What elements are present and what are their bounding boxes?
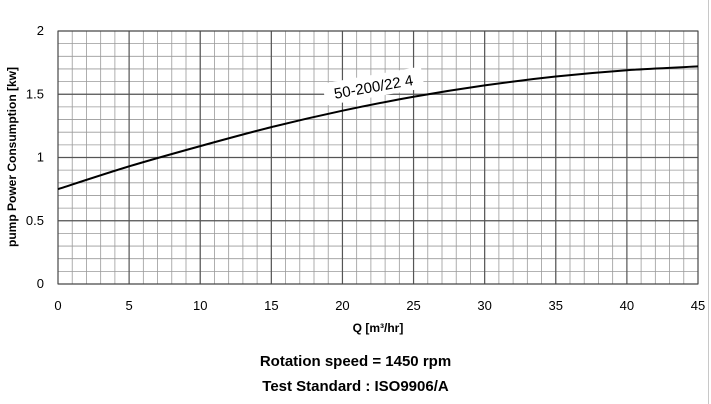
x-tick-label: 30 (477, 298, 491, 313)
plot-frame (57, 30, 699, 285)
x-tick-label: 25 (406, 298, 420, 313)
y-tick-label: 0 (37, 276, 44, 291)
x-tick-label: 35 (549, 298, 563, 313)
x-tick-label: 10 (193, 298, 207, 313)
x-tick-label: 40 (620, 298, 634, 313)
pump-power-chart: 0 5 10 15 20 25 30 35 40 45 0 0.5 1 1.5 2 50-200/22 4… (5, 23, 705, 335)
x-tick-label: 45 (691, 298, 705, 313)
x-tick-label: 0 (54, 298, 61, 313)
rotation-speed-caption: Rotation speed = 1450 rpm (259, 353, 452, 370)
x-axis-label: Q [m³/hr] (353, 321, 404, 335)
series-line-50-200-22-4 (57, 65, 699, 191)
y-tick-label: 1.5 (26, 86, 44, 101)
y-tick-label: 2 (37, 23, 44, 38)
y-tick-labels: 0 0.5 1 1.5 2 (26, 23, 44, 291)
series-label-background (322, 66, 425, 106)
test-standard-caption: Test Standard : ISO9906/A (262, 378, 449, 395)
y-tick-label: 0.5 (26, 213, 44, 228)
x-tick-label: 20 (335, 298, 349, 313)
x-tick-label: 5 (125, 298, 132, 313)
series-label-group: 50-200/22 4 (322, 66, 425, 106)
y-tick-label: 1 (37, 150, 44, 165)
y-axis-label: pump Power Consumption [kw] (5, 67, 19, 247)
x-tick-label: 15 (264, 298, 278, 313)
x-tick-labels: 0 5 10 15 20 25 30 35 40 45 (54, 298, 705, 313)
window-edge (708, 0, 709, 404)
